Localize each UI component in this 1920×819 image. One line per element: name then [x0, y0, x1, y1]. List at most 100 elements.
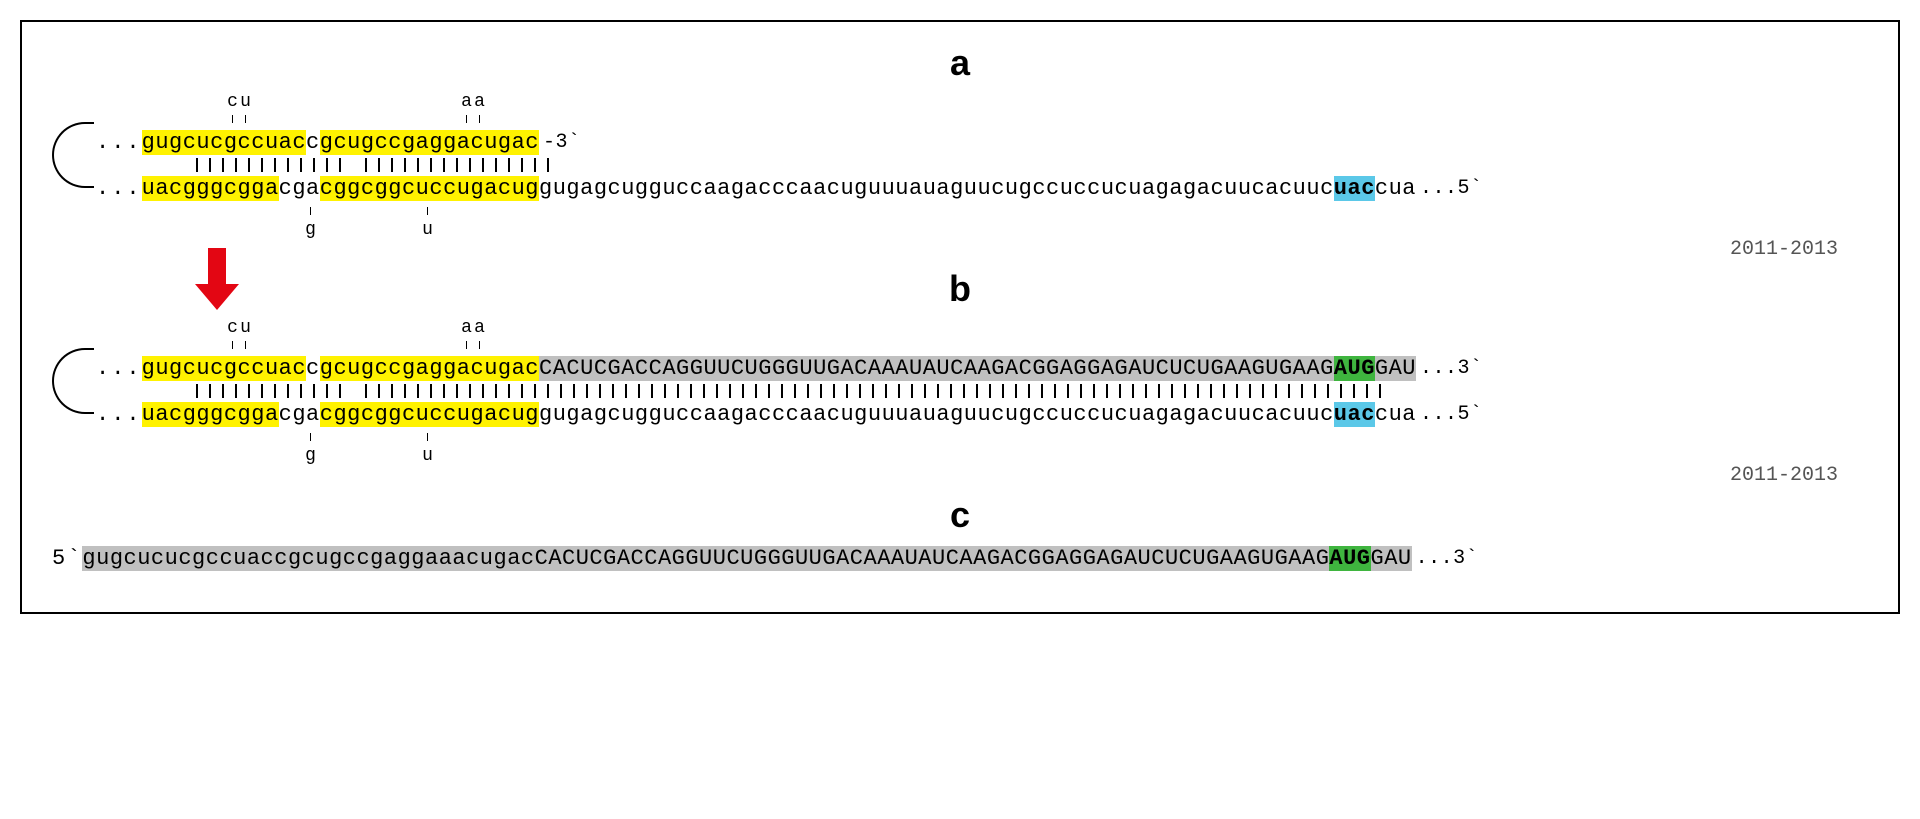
nucleotide: c [210, 356, 224, 381]
nucleotide: c [443, 176, 457, 201]
nucleotide: c [1252, 402, 1266, 427]
basepair-tick [412, 384, 425, 398]
nucleotide: u [1224, 402, 1238, 427]
nucleotide: u [1293, 402, 1307, 427]
panel-a-bottom-strand: ...uacgggcggacgacggcggcuccugacuggugagcug… [52, 174, 1868, 202]
nucleotide: c [238, 130, 252, 155]
basepair-tick [529, 158, 542, 172]
basepair-tick [1140, 384, 1153, 398]
nucleotide: c [1087, 402, 1101, 427]
basepair-tick [997, 384, 1010, 398]
nucleotide: a [580, 176, 594, 201]
nucleotide: g [1019, 176, 1033, 201]
basepair-tick [321, 384, 334, 398]
nucleotide: c [786, 176, 800, 201]
basepair-tick [425, 158, 438, 172]
nucleotide: g [429, 130, 443, 155]
nucleotide: U [799, 356, 813, 381]
bulge-tick [239, 109, 252, 129]
nucleotide: g [251, 176, 265, 201]
nucleotide: a [717, 176, 731, 201]
nucleotide: G [1357, 546, 1371, 571]
nucleotide: c [608, 176, 622, 201]
nucleotide: c [1032, 402, 1046, 427]
basepair-tick [763, 384, 776, 398]
nucleotide: C [635, 356, 649, 381]
nucleotide: G [1073, 356, 1087, 381]
nucleotide: c [169, 176, 183, 201]
nucleotide: c [210, 130, 224, 155]
nucleotide: a [507, 546, 521, 571]
nucleotide: C [950, 356, 964, 381]
nucleotide: c [274, 546, 288, 571]
basepair-tick [594, 384, 607, 398]
basepair-tick [477, 384, 490, 398]
nucleotide: u [1128, 176, 1142, 201]
nucleotide: a [279, 130, 293, 155]
nucleotide: u [484, 356, 498, 381]
nucleotide: u [840, 176, 854, 201]
nucleotide: a [580, 402, 594, 427]
nucleotide: G [1247, 546, 1261, 571]
nucleotide: A [1306, 356, 1320, 381]
nucleotide: c [361, 402, 375, 427]
basepair-tick [256, 384, 269, 398]
nucleotide: G [603, 546, 617, 571]
nucleotide: u [1060, 176, 1074, 201]
nucleotide: a [416, 130, 430, 155]
nucleotide: A [868, 356, 882, 381]
nucleotide: a [155, 402, 169, 427]
basepair-tick [932, 384, 945, 398]
nucleotide: g [1156, 402, 1170, 427]
nucleotide: c [124, 546, 138, 571]
basepair-tick [360, 384, 373, 398]
basepair-tick [659, 384, 672, 398]
nucleotide: c [498, 402, 512, 427]
nucleotide: c [375, 130, 389, 155]
nucleotide: u [895, 402, 909, 427]
panel-a-top-bulge-ticks [52, 110, 1868, 128]
nucleotide: u [233, 546, 247, 571]
nucleotide: G [1028, 546, 1042, 571]
nucleotide: g [329, 546, 343, 571]
basepair-tick [1153, 384, 1166, 398]
basepair-tick [438, 384, 451, 398]
nucleotide: C [631, 546, 645, 571]
nucleotide: g [142, 130, 156, 155]
nucleotide: g [196, 402, 210, 427]
basepair-tick [1361, 384, 1374, 398]
nucleotide: u [165, 546, 179, 571]
nucleotide: A [1233, 546, 1247, 571]
nucleotide: g [443, 130, 457, 155]
nucleotide: u [1101, 402, 1115, 427]
basepair-tick [607, 384, 620, 398]
nucleotide: u [457, 402, 471, 427]
nucleotide: c [525, 356, 539, 381]
nucleotide: g [210, 402, 224, 427]
panel-a-top-bulge: cuaa [52, 92, 1868, 110]
nucleotide: G [1252, 356, 1266, 381]
nucleotide: U [1142, 356, 1156, 381]
nucleotide: c [306, 356, 320, 381]
bulge-tick [304, 427, 317, 447]
basepair-tick [1179, 384, 1192, 398]
nucleotide: c [279, 176, 293, 201]
panel-a: cuaa ...gugcucgccuaccgcugccgaggacugac-3`… [52, 92, 1868, 238]
nucleotide: g [525, 176, 539, 201]
nucleotide: c [238, 356, 252, 381]
nucleotide: A [621, 356, 635, 381]
nucleotide: g [361, 130, 375, 155]
nucleotide: g [238, 176, 252, 201]
nucleotide: c [178, 546, 192, 571]
nucleotide: a [484, 176, 498, 201]
basepair-tick [529, 384, 542, 398]
basepair-tick [789, 384, 802, 398]
basepair-tick [1348, 384, 1361, 398]
basepair-tick [581, 384, 594, 398]
basepair-tick [477, 158, 490, 172]
nucleotide: a [1402, 176, 1416, 201]
nucleotide: G [1032, 356, 1046, 381]
nucleotide: u [553, 176, 567, 201]
basepair-tick [308, 384, 321, 398]
nucleotide: U [717, 356, 731, 381]
